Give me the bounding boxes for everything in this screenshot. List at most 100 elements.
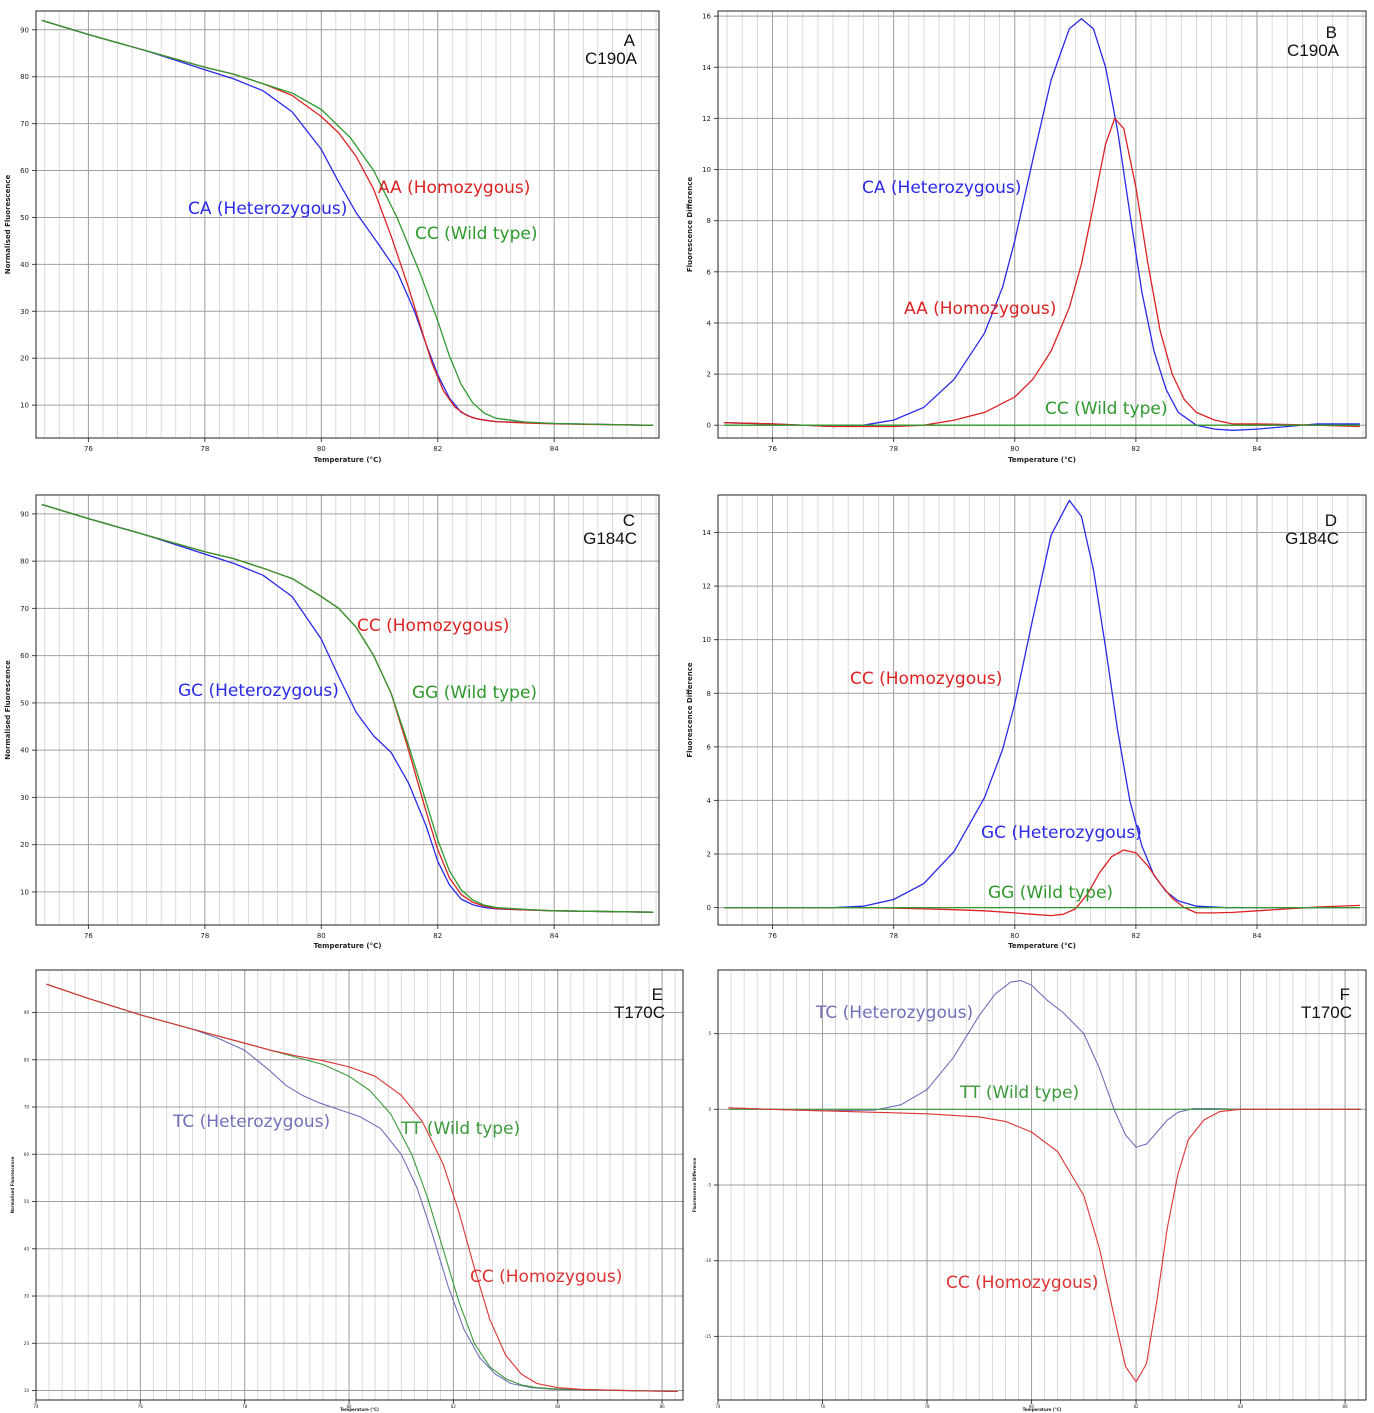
panel-e-x-tick-label: 84 (555, 1404, 561, 1409)
panel-d-y-tick-label: 0 (707, 904, 711, 912)
panel-f-x-tick-label: 86 (1343, 1404, 1349, 1409)
panel-c-annotation-cc: CC (Homozygous) (357, 616, 509, 636)
panel-f-x-tick-label: 82 (1134, 1404, 1140, 1409)
panel-b-x-tick-label: 84 (1253, 445, 1262, 453)
panel-b-y-tick-label: 2 (707, 371, 711, 379)
panel-d-annotation-gg: GG (Wild type) (988, 883, 1113, 903)
panel-c-y-tick-label: 20 (20, 841, 29, 849)
panel-e-y-axis-label: Normalised Fluorescence (10, 1156, 15, 1213)
panel-a-x-tick-label: 80 (317, 445, 326, 453)
panel-e-y-tick-label: 10 (24, 1388, 30, 1393)
panel-d-x-tick-label: 82 (1131, 932, 1140, 940)
panel-d-panel-letter: D (1325, 511, 1337, 530)
panel-e-frame (35, 969, 684, 1401)
panel-a-y-tick-label: 10 (20, 402, 29, 410)
panel-b: 76 78 80 82 84 0 2 4 6 8 10 12 14 16 Temperature (°C) F… (686, 10, 1367, 464)
panel-e-x-tick-label: 80 (347, 1404, 353, 1409)
panel-b-series-ca-0 (724, 18, 1360, 431)
panel-e-series-tc-0 (46, 983, 678, 1393)
panel-e-y-tick-label: 30 (24, 1294, 30, 1299)
panel-d-annotation-gc: GC (Heterozygous) (981, 823, 1142, 843)
panel-f-x-tick-label: 76 (820, 1404, 826, 1409)
panel-d-y-tick-label: 12 (702, 583, 711, 591)
panel-c-annotation-gc: GC (Heterozygous) (178, 681, 339, 701)
panel-e-mutation-label: T170C (614, 1003, 665, 1022)
panel-f-y-axis-label: Fluorescence Difference (692, 1157, 697, 1212)
panel-c-mutation-label: G184C (583, 529, 637, 548)
panel-c-x-tick-label: 80 (317, 932, 326, 940)
panel-d-y-tick-label: 6 (707, 743, 712, 751)
panel-b-plot-area (718, 11, 1366, 438)
panel-c-x-tick-label: 84 (550, 932, 559, 940)
panel-b-annotation-aa: AA (Homozygous) (904, 299, 1056, 319)
panel-e-annotation-cc: CC (Homozygous) (470, 1267, 622, 1287)
panel-c-series-gg-2 (41, 503, 654, 913)
panel-c-x-tick-label: 78 (200, 932, 209, 940)
panel-f-x-axis-label: Temperature (°C) (1023, 1407, 1062, 1412)
panel-a-y-tick-label: 80 (20, 73, 29, 81)
panel-a-y-tick-label: 20 (20, 355, 29, 363)
panel-d-series-gc-0 (724, 499, 1360, 909)
panel-e-x-tick-label: 76 (138, 1404, 144, 1409)
panel-f-x-tick-label: 74 (715, 1404, 721, 1409)
panel-f-annotation-cc: CC (Homozygous) (946, 1273, 1098, 1293)
panel-d-x-axis-label: Temperature (°C) (1008, 942, 1076, 950)
panel-d-x-tick-label: 78 (889, 932, 898, 940)
panel-f-annotation-tt: TT (Wild type) (959, 1083, 1079, 1103)
panel-e-y-tick-label: 80 (24, 1057, 30, 1062)
panel-b-y-tick-label: 8 (707, 217, 711, 225)
panel-d-frame (717, 494, 1367, 926)
panel-a-annotation-ca: CA (Heterozygous) (188, 199, 347, 219)
panel-e-y-tick-label: 20 (24, 1341, 30, 1346)
panel-b-x-axis-label: Temperature (°C) (1008, 456, 1076, 464)
panel-f-x-tick-label: 84 (1238, 1404, 1244, 1409)
panel-c-x-axis-label: Temperature (°C) (314, 942, 382, 950)
panel-c-annotation-gg: GG (Wild type) (412, 683, 537, 703)
panel-b-y-tick-label: 14 (702, 64, 711, 72)
panel-e-annotation-tc: TC (Heterozygous) (172, 1112, 330, 1132)
panel-b-panel-letter: B (1326, 23, 1337, 42)
panel-a-annotation-cc: CC (Wild type) (415, 224, 537, 244)
panel-b-x-tick-label: 82 (1131, 445, 1140, 453)
panel-f-panel-letter: F (1340, 985, 1350, 1004)
panel-c-x-tick-label: 82 (433, 932, 442, 940)
panel-e-annotation-tt: TT (Wild type) (400, 1119, 520, 1139)
panel-c-y-tick-label: 60 (20, 652, 29, 660)
panel-c-y-tick-label: 10 (20, 888, 29, 896)
panel-c-panel-letter: C (623, 511, 635, 530)
panel-d-y-tick-label: 14 (702, 529, 711, 537)
panel-d-y-tick-label: 10 (702, 636, 711, 644)
panel-f-x-tick-label: 80 (1029, 1404, 1035, 1409)
panel-a-panel-letter: A (624, 31, 636, 50)
panel-b-x-tick-label: 80 (1010, 445, 1019, 453)
panel-e-y-tick-label: 60 (24, 1152, 30, 1157)
panel-a-annotation-aa: AA (Homozygous) (378, 178, 530, 198)
panel-d-y-axis-label: Fluorescence Difference (686, 662, 694, 758)
panel-c: 76 78 80 82 84 10 20 30 40 50 60 70 80 90 Temperature … (4, 494, 660, 950)
panel-a-mutation-label: C190A (585, 49, 638, 68)
panel-f-y-tick-label: -5 (707, 1183, 711, 1188)
panel-b-y-tick-label: 12 (702, 115, 711, 123)
panel-f-frame (717, 969, 1367, 1401)
panel-b-y-tick-label: 16 (702, 13, 711, 21)
panel-a-series-cc-2 (41, 19, 654, 426)
panel-d-y-tick-label: 4 (707, 797, 712, 805)
panel-c-y-axis-label: Normalised Fluorescence (4, 660, 12, 760)
panel-f: 74 76 78 80 82 84 86 -15 -10 -5 0 5 Temperature (°C)… (692, 969, 1367, 1412)
panel-a: 76 78 80 82 84 10 20 30 40 50 60 70 80 90 Temperature … (4, 10, 660, 464)
panel-e-x-tick-label: 82 (451, 1404, 457, 1409)
panel-b-y-tick-label: 6 (707, 268, 712, 276)
panel-d-x-tick-label: 84 (1253, 932, 1262, 940)
panel-e-x-tick-label: 86 (660, 1404, 666, 1409)
panel-c-frame (35, 494, 660, 926)
panel-a-x-tick-label: 84 (550, 445, 559, 453)
panel-e: 74 76 78 80 82 84 86 10 20 30 40 50 60 70 80 90 Temperat… (10, 969, 684, 1412)
panel-a-x-tick-label: 82 (433, 445, 442, 453)
panel-c-y-tick-label: 40 (20, 747, 29, 755)
panel-a-frame (35, 10, 660, 439)
panel-d-series-cc-1 (724, 849, 1360, 917)
panel-a-plot-area (36, 11, 659, 438)
panel-d-y-tick-label: 2 (707, 851, 711, 859)
panel-e-x-axis-label: Temperature (°C) (340, 1407, 379, 1412)
